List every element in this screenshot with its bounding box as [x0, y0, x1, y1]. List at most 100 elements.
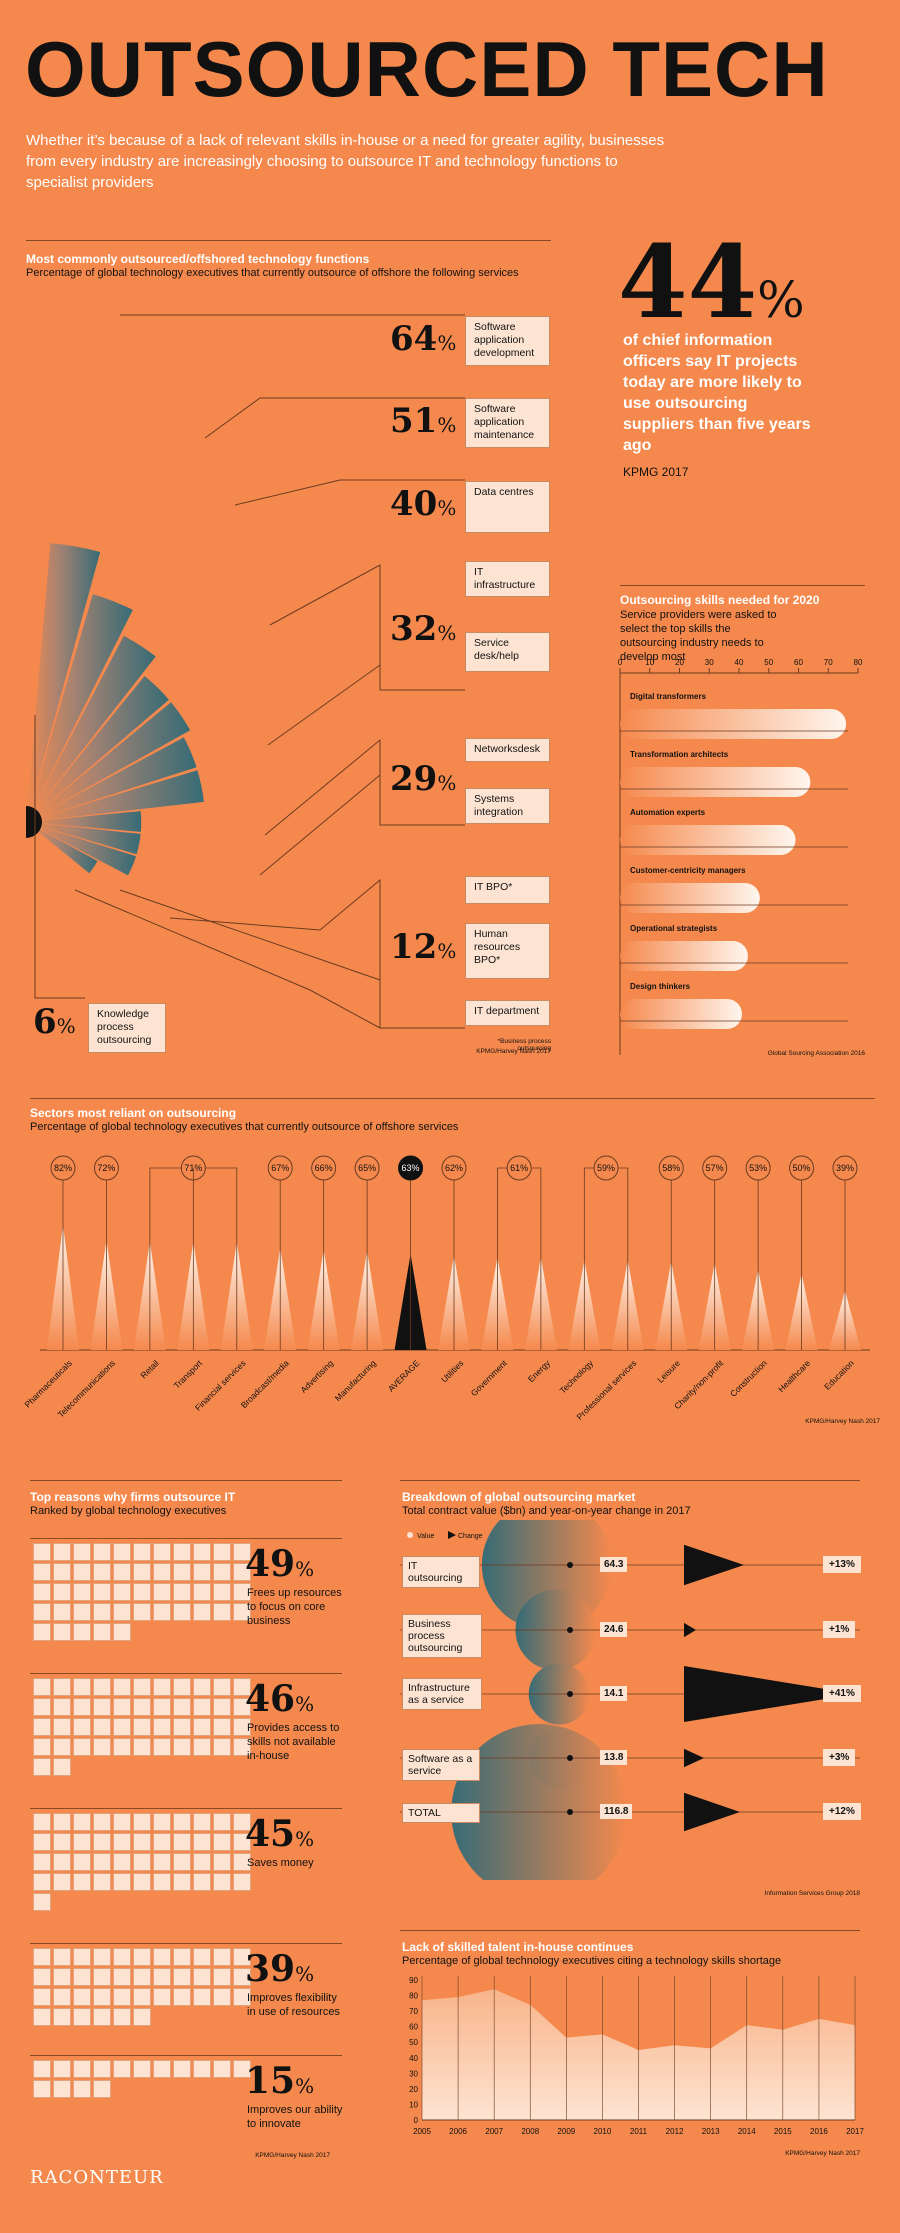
reason-square	[153, 1583, 171, 1601]
skills-tick-label: 40	[735, 658, 744, 667]
reason-square	[193, 1853, 211, 1871]
market-value: 13.8	[600, 1750, 628, 1765]
reason-square	[133, 1718, 151, 1736]
reason-square	[213, 1603, 231, 1621]
market-label: IT outsourcing	[402, 1556, 480, 1588]
reason-square	[133, 1603, 151, 1621]
leader-line	[74, 889, 381, 1029]
function-percent-sign: %	[437, 331, 457, 355]
fan-wedge	[26, 635, 156, 822]
reason-square	[73, 1543, 91, 1561]
divider	[30, 1098, 875, 1099]
skills-bar	[620, 941, 748, 971]
reason-square	[33, 2080, 51, 2098]
talent-xtick-label: 2012	[666, 2127, 684, 2136]
reason-square	[33, 1678, 51, 1696]
function-label: Networksdesk	[465, 738, 550, 762]
function-percent-sign: %	[437, 413, 457, 437]
reason-square	[33, 1603, 51, 1621]
function-percent: 12%	[390, 930, 456, 964]
reason-square	[53, 2060, 71, 2078]
reason-square	[133, 1543, 151, 1561]
talent-xtick-label: 2016	[810, 2127, 828, 2136]
reason-square	[93, 1603, 111, 1621]
reason-square	[213, 1738, 231, 1756]
sectors-title: Sectors most reliant on outsourcing	[30, 1106, 237, 1120]
reason-square	[93, 1873, 111, 1891]
reason-square	[233, 1563, 251, 1581]
reason-square	[33, 1758, 51, 1776]
reason-square	[173, 1543, 191, 1561]
fan-leader-lines	[34, 314, 465, 1029]
cio-stat-value: 44	[618, 223, 758, 341]
leader-line	[234, 479, 465, 506]
divider	[30, 1673, 342, 1674]
reason-square	[153, 1678, 171, 1696]
reason-square	[73, 1678, 91, 1696]
reason-square	[133, 1948, 151, 1966]
reason-percent-sign: %	[295, 1692, 315, 1716]
reason-square	[213, 1833, 231, 1851]
sector-label: Government	[468, 1358, 509, 1399]
reason-square	[233, 1968, 251, 1986]
reason-square	[53, 1603, 71, 1621]
talent-xtick-label: 2006	[449, 2127, 467, 2136]
cio-stat-sign: %	[757, 271, 805, 329]
legend-value-label: Value	[417, 1533, 434, 1540]
market-change: +12%	[823, 1803, 861, 1820]
skills-label: Digital transformers	[630, 692, 707, 701]
reason-square	[213, 1698, 231, 1716]
divider	[30, 1538, 342, 1539]
skills-tick-label: 70	[824, 658, 833, 667]
sector-value-label: 67%	[271, 1163, 289, 1173]
reason-square	[133, 1988, 151, 2006]
skills-tick-label: 20	[675, 658, 684, 667]
reason-square	[53, 1853, 71, 1871]
reason-square	[33, 1718, 51, 1736]
reason-square	[153, 1853, 171, 1871]
sector-value-label: 66%	[315, 1163, 333, 1173]
reason-square	[133, 2008, 151, 2026]
reason-square	[113, 1988, 131, 2006]
reason-square	[133, 1583, 151, 1601]
reason-square	[73, 1718, 91, 1736]
reason-square	[233, 2060, 251, 2078]
market-change-triangle	[684, 1792, 740, 1832]
reason-square	[153, 1813, 171, 1831]
reason-square	[213, 1813, 231, 1831]
skills-label: Automation experts	[630, 808, 706, 817]
reason-square	[53, 2080, 71, 2098]
reason-square	[153, 1948, 171, 1966]
reason-square	[93, 1623, 111, 1641]
market-label: Business process outsourcing	[402, 1614, 482, 1658]
reason-square	[113, 1563, 131, 1581]
market-dot	[567, 1691, 573, 1697]
sector-label: Retail	[138, 1358, 161, 1381]
function-percent: 6%	[33, 1005, 76, 1039]
function-percent-value: 6	[33, 1002, 57, 1042]
reason-square	[53, 1718, 71, 1736]
reason-square	[193, 1603, 211, 1621]
market-source: Information Services Group 2018	[764, 1890, 860, 1897]
cio-text: of chief information officers say IT pro…	[623, 332, 811, 454]
talent-subtitle: Percentage of global technology executiv…	[402, 1955, 782, 1967]
fan-wedge	[26, 770, 204, 822]
reason-square	[93, 1988, 111, 2006]
reason-square	[73, 2060, 91, 2078]
reason-square	[193, 1698, 211, 1716]
reason-square	[173, 1873, 191, 1891]
reason-square	[73, 1623, 91, 1641]
reason-square	[33, 1948, 51, 1966]
function-percent-sign: %	[56, 1014, 76, 1038]
reason-square	[93, 1563, 111, 1581]
skills-bar	[620, 883, 760, 913]
reason-square	[213, 1678, 231, 1696]
reason-square	[93, 2008, 111, 2026]
reason-square	[93, 1718, 111, 1736]
reason-percent-sign: %	[295, 1557, 315, 1581]
reason-square	[153, 2060, 171, 2078]
reason-square	[113, 1678, 131, 1696]
skills-label: Design thinkers	[630, 982, 691, 991]
sectors-chart: 82% 72% 71% 67% 66% 65% 63% 62% 61% 59% 58% 57% 53% 5…	[40, 1155, 870, 1351]
talent-xtick-label: 2017	[846, 2127, 864, 2136]
